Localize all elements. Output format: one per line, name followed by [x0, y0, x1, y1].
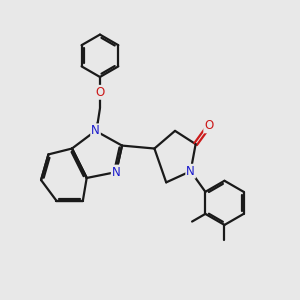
Text: O: O: [204, 119, 214, 132]
Text: O: O: [95, 86, 105, 99]
Text: N: N: [112, 166, 121, 178]
Text: N: N: [91, 124, 100, 137]
Text: N: N: [186, 165, 195, 178]
